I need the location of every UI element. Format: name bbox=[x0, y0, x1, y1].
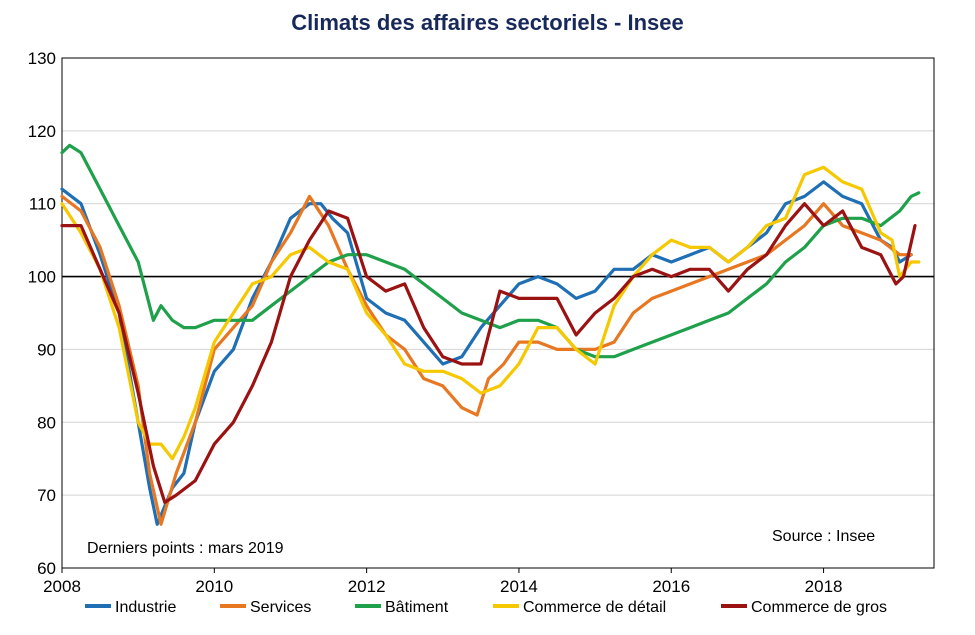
y-tick-label: 120 bbox=[28, 122, 56, 141]
y-tick-label: 130 bbox=[28, 49, 56, 68]
y-tick-label: 100 bbox=[28, 268, 56, 287]
legend-label-4: Commerce de gros bbox=[751, 599, 887, 616]
x-tick-label: 2018 bbox=[805, 577, 843, 596]
series-line-1 bbox=[60, 194, 913, 526]
series-lines bbox=[60, 143, 921, 526]
source-note: Source : Insee bbox=[772, 528, 875, 545]
plot-area-border bbox=[61, 57, 935, 569]
x-tick-label: 2010 bbox=[195, 577, 233, 596]
last-points-note: Derniers points : mars 2019 bbox=[87, 540, 284, 557]
legend-label-2: Bâtiment bbox=[385, 599, 449, 616]
chart-title: Climats des affaires sectoriels - Insee bbox=[291, 10, 684, 35]
y-tick-label: 80 bbox=[37, 413, 56, 432]
x-tick-label: 2014 bbox=[500, 577, 538, 596]
y-tick-label: 110 bbox=[29, 195, 56, 214]
x-axis: 2008 2010 2012 2014 2016 2018 bbox=[43, 568, 842, 596]
legend-label-1: Services bbox=[250, 599, 311, 616]
series-line-2 bbox=[60, 143, 921, 359]
y-tick-label: 90 bbox=[37, 340, 56, 359]
y-tick-label: 60 bbox=[37, 559, 56, 578]
x-tick-label: 2016 bbox=[652, 577, 690, 596]
series-line-0 bbox=[60, 180, 913, 526]
y-tick-label: 70 bbox=[37, 486, 56, 505]
legend-label-0: Industrie bbox=[115, 599, 176, 616]
x-tick-label: 2008 bbox=[43, 577, 81, 596]
series-line-3 bbox=[60, 165, 921, 461]
legend: Industrie Services Bâtiment Commerce de dét… bbox=[85, 599, 887, 616]
y-axis: 130 120 110 100 90 80 70 60 bbox=[28, 49, 56, 578]
x-tick-label: 2012 bbox=[348, 577, 386, 596]
legend-label-3: Commerce de détail bbox=[523, 599, 666, 616]
series-line-4 bbox=[60, 202, 917, 504]
